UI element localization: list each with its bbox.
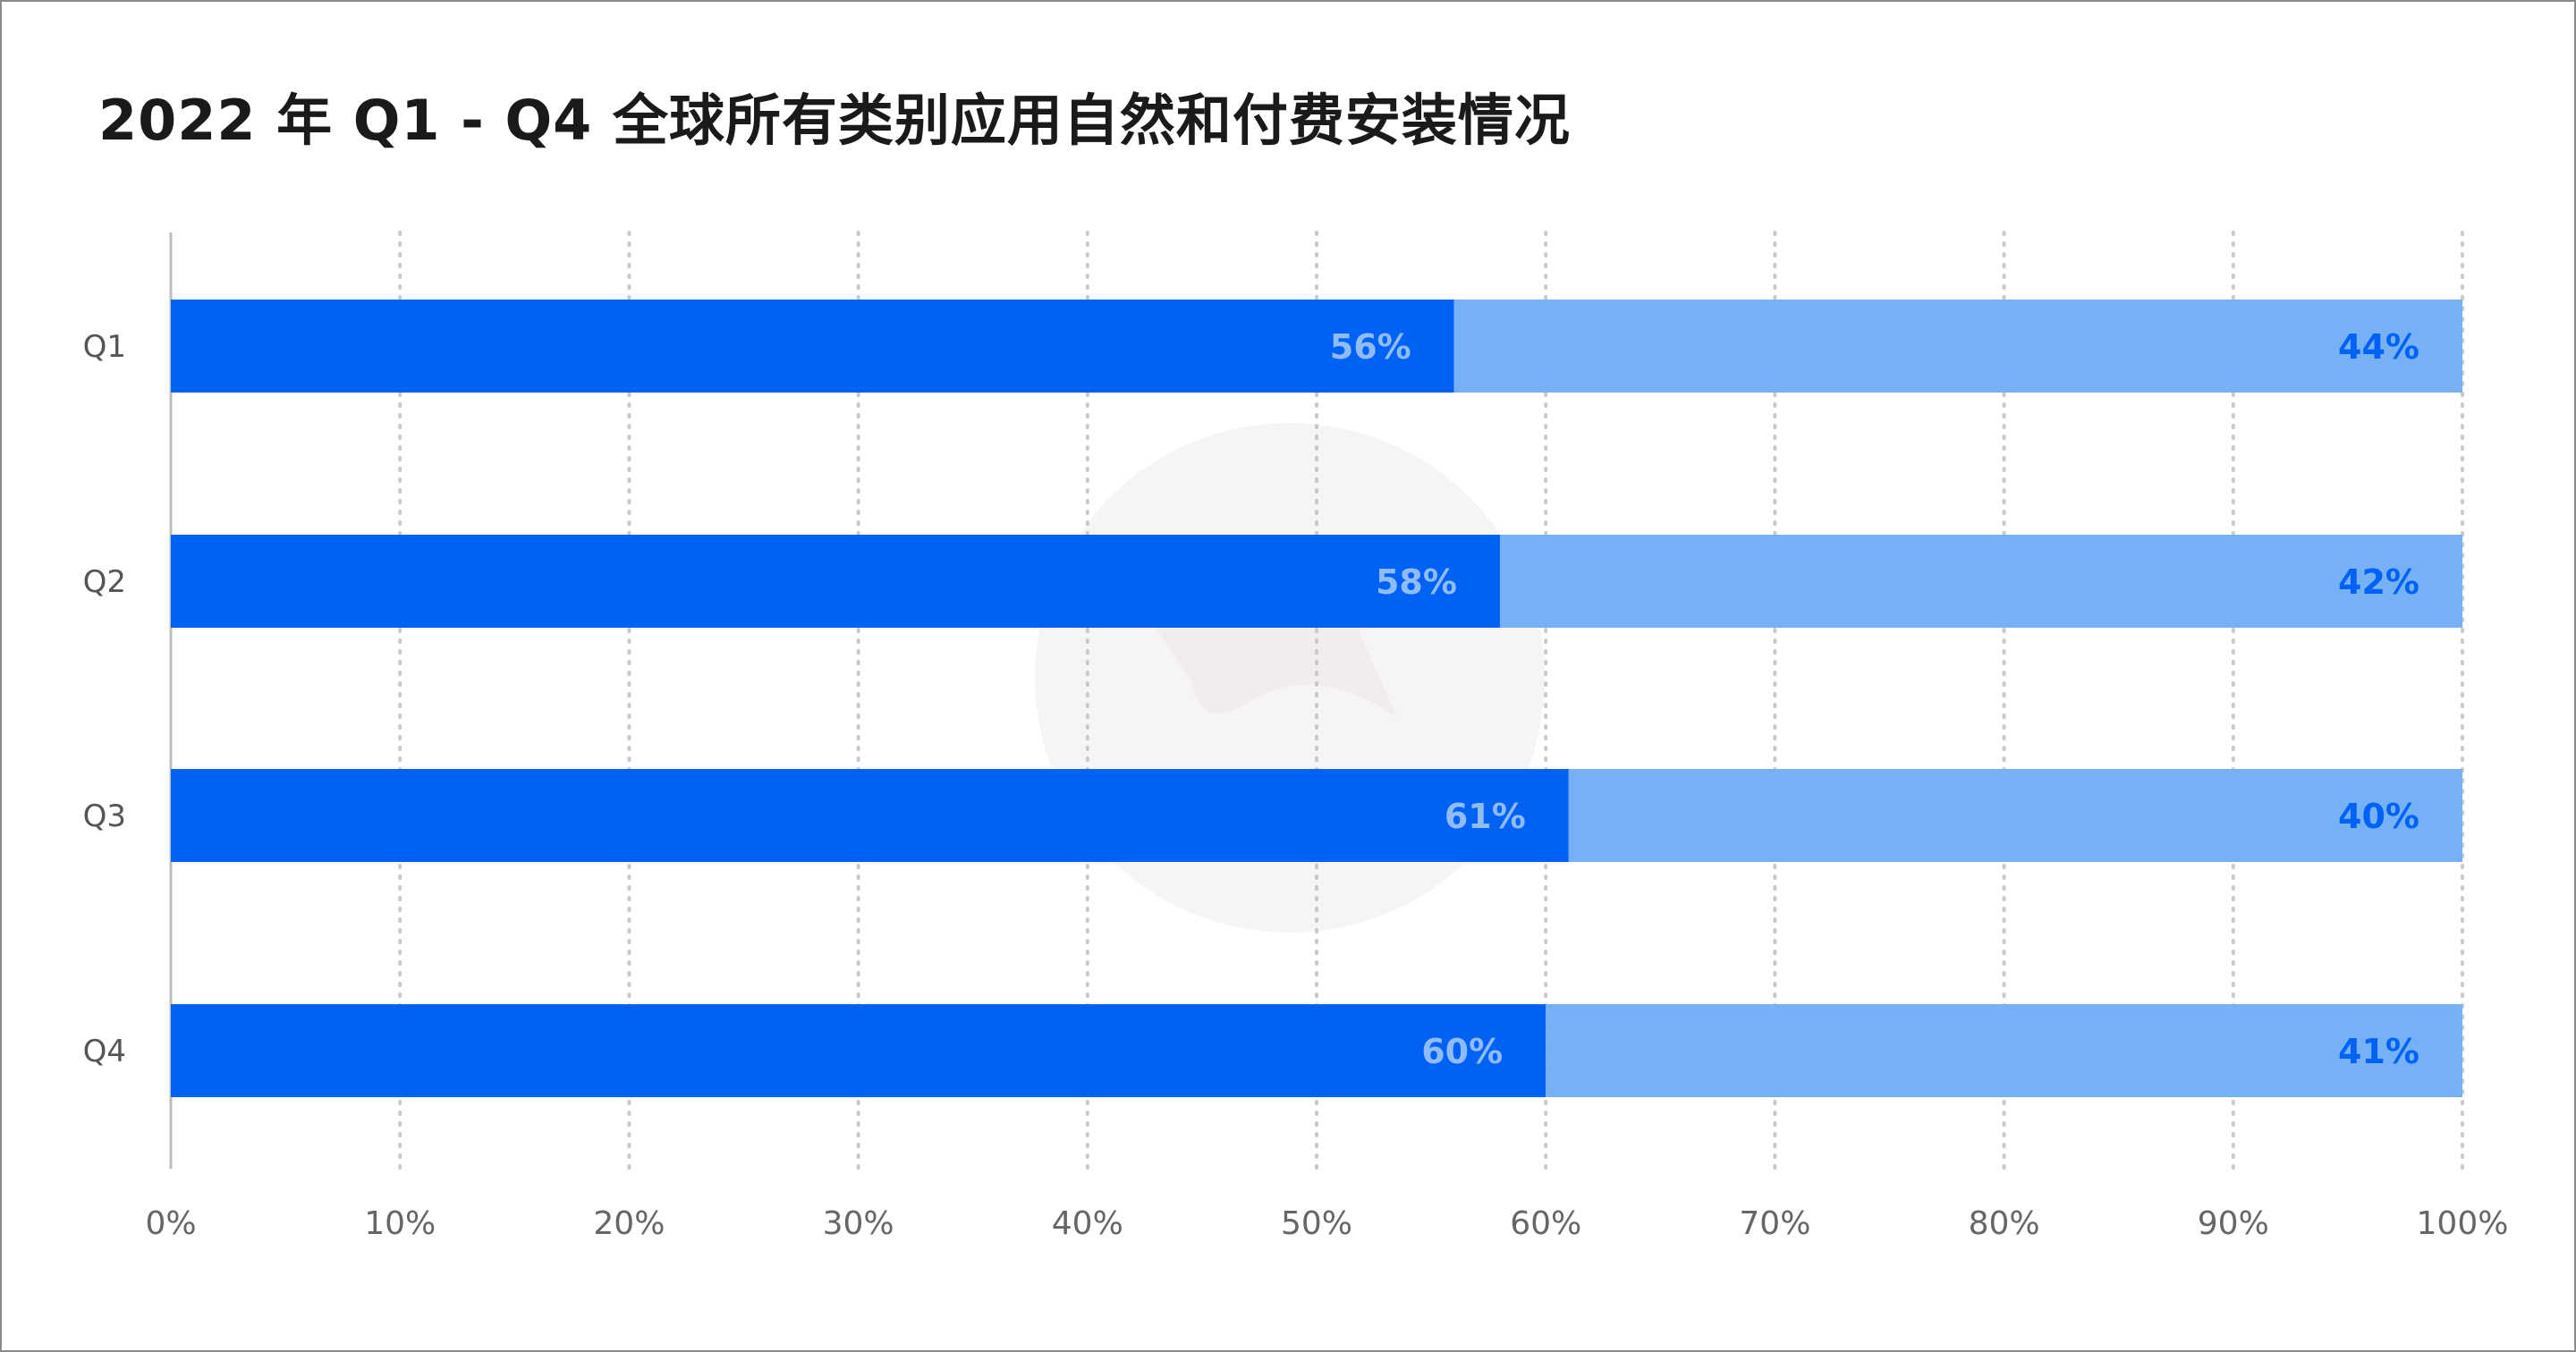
x-tick-label-50: 50% bbox=[1281, 1205, 1352, 1242]
category-label-q3: Q3 bbox=[83, 799, 126, 834]
data-label-secondary-q1: 44% bbox=[2338, 327, 2419, 367]
bar-primary-q4 bbox=[171, 1004, 1546, 1097]
category-label-q2: Q2 bbox=[83, 564, 126, 600]
bar-secondary-q4 bbox=[1546, 1004, 2462, 1097]
bar-secondary-q3 bbox=[1568, 769, 2462, 862]
x-tick-label-70: 70% bbox=[1739, 1205, 1810, 1242]
category-label-q4: Q4 bbox=[83, 1034, 126, 1069]
x-tick-label-30: 30% bbox=[823, 1205, 894, 1242]
x-tick-label-90: 90% bbox=[2198, 1205, 2269, 1242]
x-tick-label-40: 40% bbox=[1052, 1205, 1123, 1242]
data-label-secondary-q3: 40% bbox=[2338, 797, 2419, 836]
chart-title: 2022 年 Q1 - Q4 全球所有类别应用自然和付费安装情况 bbox=[98, 88, 1571, 153]
bar-primary-q2 bbox=[171, 535, 1500, 628]
bar-secondary-q1 bbox=[1453, 300, 2462, 393]
data-label-secondary-q4: 41% bbox=[2338, 1032, 2419, 1071]
bar-primary-q3 bbox=[171, 769, 1569, 862]
data-label-primary-q1: 56% bbox=[1330, 327, 1411, 367]
category-label-q1: Q1 bbox=[83, 329, 126, 365]
x-tick-label-80: 80% bbox=[1969, 1205, 2040, 1242]
x-tick-label-0: 0% bbox=[145, 1205, 196, 1242]
data-label-primary-q4: 60% bbox=[1421, 1032, 1503, 1071]
data-label-primary-q3: 61% bbox=[1445, 797, 1526, 836]
bar-secondary-q2 bbox=[1499, 535, 2462, 628]
x-tick-label-100: 100% bbox=[2417, 1205, 2509, 1242]
data-label-primary-q2: 58% bbox=[1376, 562, 1457, 602]
bar-primary-q1 bbox=[171, 300, 1454, 393]
data-label-secondary-q2: 42% bbox=[2338, 562, 2419, 602]
x-tick-label-20: 20% bbox=[593, 1205, 665, 1242]
x-tick-label-10: 10% bbox=[364, 1205, 436, 1242]
x-tick-label-60: 60% bbox=[1510, 1205, 1581, 1242]
